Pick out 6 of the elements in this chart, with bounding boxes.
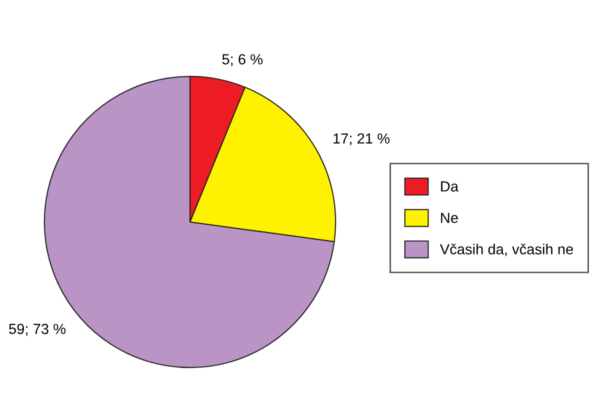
legend-label: Včasih da, včasih ne <box>440 244 573 256</box>
legend-label: Da <box>441 181 459 192</box>
data-label: 17; 21 % <box>334 133 390 146</box>
data-label: 5; 6 % <box>222 54 263 66</box>
legend-label: Ne <box>441 212 458 223</box>
data-label: 59; 73 % <box>9 324 66 336</box>
